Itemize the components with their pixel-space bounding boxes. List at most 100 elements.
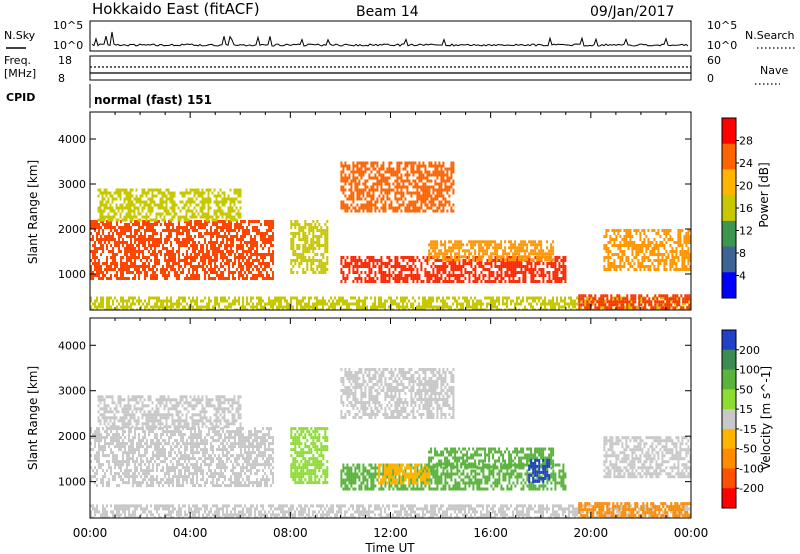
- range-cell: [420, 200, 423, 204]
- range-cell: [152, 305, 154, 309]
- range-cell: [508, 252, 511, 256]
- range-cell: [216, 256, 218, 259]
- range-cell: [272, 308, 274, 310]
- range-cell: [98, 265, 100, 268]
- range-cell: [150, 235, 152, 238]
- range-cell: [442, 173, 445, 177]
- range-cell: [482, 249, 485, 253]
- range-cell: [326, 244, 329, 247]
- range-cell: [414, 170, 417, 174]
- range-cell: [124, 277, 126, 280]
- range-cell: [237, 194, 240, 198]
- range-cell: [522, 265, 525, 268]
- range-cell: [370, 305, 372, 309]
- range-cell: [252, 226, 254, 229]
- range-cell: [232, 235, 234, 238]
- range-cell: [657, 229, 660, 232]
- range-cell: [514, 305, 516, 309]
- range-cell: [100, 299, 102, 303]
- range-cell: [198, 265, 200, 268]
- range-cell: [436, 274, 439, 277]
- range-cell: [220, 308, 222, 310]
- range-cell: [484, 262, 487, 265]
- range-cell: [647, 241, 650, 244]
- range-cell: [366, 209, 369, 213]
- range-cell: [594, 297, 597, 301]
- range-cell: [302, 256, 305, 259]
- range-cell: [166, 241, 168, 244]
- range-cell: [232, 302, 234, 306]
- range-cell: [196, 299, 198, 303]
- range-cell: [424, 259, 427, 262]
- range-cell: [408, 200, 411, 204]
- range-cell: [633, 262, 636, 265]
- range-cell: [207, 215, 210, 219]
- range-cell: [218, 305, 220, 309]
- range-cell: [268, 253, 270, 256]
- range-cell: [619, 256, 622, 259]
- range-cell: [675, 250, 678, 253]
- range-cell: [456, 299, 458, 303]
- range-cell: [262, 247, 264, 250]
- range-cell: [558, 262, 561, 265]
- range-cell: [324, 244, 327, 247]
- range-cell: [564, 268, 567, 271]
- range-cell: [137, 218, 140, 222]
- range-cell: [170, 223, 172, 226]
- range-cell: [96, 268, 98, 271]
- range-cell: [412, 185, 415, 189]
- range-cell: [356, 197, 359, 201]
- range-cell: [689, 268, 691, 271]
- range-cell: [201, 191, 204, 195]
- range-cell: [602, 305, 604, 309]
- range-cell: [388, 271, 391, 274]
- range-cell: [302, 229, 305, 232]
- range-cell: [256, 241, 258, 244]
- range-cell: [506, 299, 508, 303]
- range-cell: [484, 243, 487, 247]
- range-cell: [464, 249, 467, 253]
- range-cell: [290, 244, 293, 247]
- range-cell: [402, 308, 404, 310]
- range-cell: [392, 271, 395, 274]
- range-cell: [500, 243, 503, 247]
- range-cell: [386, 265, 389, 268]
- range-cell: [424, 268, 427, 271]
- range-cell: [98, 259, 100, 262]
- range-cell: [314, 223, 317, 226]
- range-cell: [689, 238, 691, 241]
- range-cell: [650, 303, 653, 307]
- range-cell: [682, 297, 685, 301]
- date-label: 09/Jan/2017: [590, 4, 674, 20]
- range-cell: [410, 268, 413, 271]
- range-cell: [320, 232, 323, 235]
- range-cell: [141, 188, 144, 192]
- range-cell: [223, 197, 226, 201]
- range-cell: [442, 176, 445, 180]
- range-cell: [667, 253, 670, 256]
- range-cell: [352, 271, 355, 274]
- range-cell: [154, 302, 156, 306]
- range-cell: [266, 262, 268, 265]
- range-cell: [179, 191, 182, 195]
- range-cell: [360, 305, 362, 309]
- range-cell: [172, 250, 174, 253]
- range-cell: [128, 229, 130, 232]
- range-cell: [412, 259, 415, 262]
- range-cell: [614, 303, 617, 307]
- range-cell: [154, 247, 156, 250]
- range-cell: [112, 262, 114, 265]
- range-cell: [224, 305, 226, 309]
- range-cell: [199, 194, 202, 198]
- range-cell: [410, 274, 413, 277]
- range-cell: [140, 241, 142, 244]
- range-cell: [494, 277, 497, 280]
- range-cell: [183, 206, 186, 210]
- range-cell: [512, 252, 515, 256]
- range-cell: [611, 238, 614, 241]
- range-cell: [657, 247, 660, 250]
- range-cell: [103, 218, 106, 222]
- range-cell: [660, 300, 663, 304]
- range-cell: [612, 308, 614, 310]
- range-cell: [402, 203, 405, 207]
